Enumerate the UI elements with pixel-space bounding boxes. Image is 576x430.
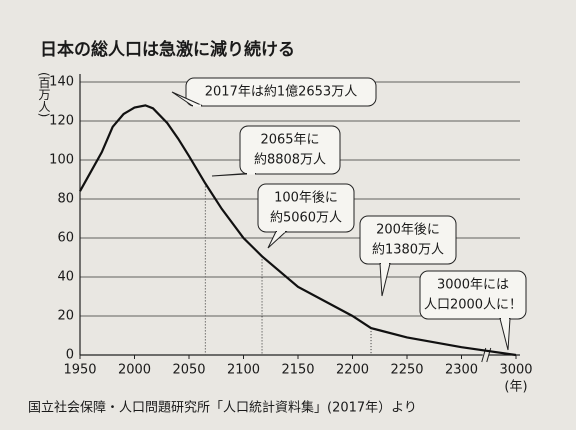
callout-text: 2065年に	[260, 133, 319, 148]
callout-text: 人口2000人に！	[424, 298, 522, 313]
line	[79, 104, 517, 357]
callout-pointer	[267, 231, 288, 249]
x-tick-label: 2000	[118, 363, 151, 378]
x-tick-label: 2050	[172, 363, 205, 378]
callout-text: 約8808万人	[254, 153, 326, 168]
x-tick-label: 2250	[390, 363, 423, 378]
y-tick-label: 60	[57, 231, 74, 246]
callout-box	[239, 125, 341, 175]
x-tick-label: 2200	[336, 363, 369, 378]
y-tick-label: 140	[49, 75, 74, 90]
callout-text: 200年後に	[376, 223, 440, 238]
callout-text: 約1380万人	[372, 243, 444, 258]
x-tick-label: 2300	[445, 363, 478, 378]
axis-break-gap	[482, 347, 489, 363]
chart-title: 日本の総人口は急激に減り続ける	[40, 39, 295, 60]
x-tick-label: 1950	[63, 363, 96, 378]
source: 国立社会保障・人口問題研究所「人口統計資料集」(2017年）より	[28, 400, 417, 416]
x-tick-label: 3000	[499, 363, 532, 378]
callout-box	[359, 215, 457, 265]
callout-box	[419, 270, 527, 320]
y-tick-label: 100	[49, 153, 74, 168]
callout-pointer	[379, 263, 391, 297]
y-tick-label: 40	[57, 270, 74, 285]
x-tick-label: 2150	[281, 363, 314, 378]
callout-text: 2017年は約1億2653万人	[205, 84, 357, 100]
y-tick-label: 0	[66, 348, 74, 363]
x-axis-label: (年)	[504, 380, 527, 395]
y-tick-label: 80	[57, 192, 74, 207]
callout-text: 約5060万人	[270, 211, 342, 226]
callout-box	[185, 77, 377, 107]
callout-box	[257, 183, 355, 233]
y-tick-label: 20	[57, 309, 74, 324]
y-tick-label: 120	[49, 114, 74, 129]
callout-text: 100年後に	[274, 191, 338, 206]
y-axis-label: (百万人)	[37, 72, 51, 117]
callout-pointer	[499, 318, 511, 351]
callout-text: 3000年には	[437, 278, 509, 293]
x-tick-label: 2100	[227, 363, 260, 378]
